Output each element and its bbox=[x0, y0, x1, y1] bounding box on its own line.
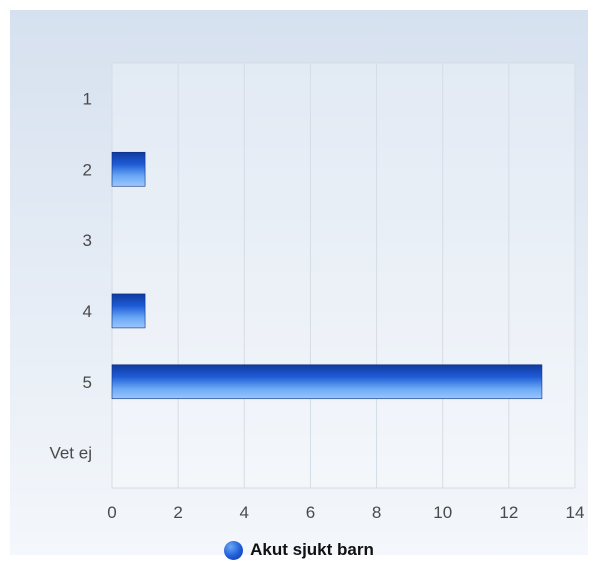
y-tick-label: Vet ej bbox=[49, 444, 92, 463]
y-tick-label: 1 bbox=[83, 89, 92, 108]
bar bbox=[112, 294, 145, 328]
x-tick-label: 14 bbox=[566, 503, 585, 522]
x-tick-label: 6 bbox=[306, 503, 315, 522]
y-tick-label: 4 bbox=[83, 302, 92, 321]
legend-label: Akut sjukt barn bbox=[250, 540, 374, 560]
x-tick-label: 2 bbox=[173, 503, 182, 522]
y-tick-label: 5 bbox=[83, 373, 92, 392]
y-tick-label: 2 bbox=[83, 160, 92, 179]
bar bbox=[112, 152, 145, 186]
x-tick-label: 8 bbox=[372, 503, 381, 522]
x-tick-label: 0 bbox=[107, 503, 116, 522]
chart: 0 2 4 6 8 10 12 14 1 2 3 4 5 Vet ej Akut sjukt barn bbox=[10, 10, 588, 555]
x-tick-label: 12 bbox=[499, 503, 518, 522]
plot-area bbox=[112, 63, 575, 488]
x-tick-label: 4 bbox=[240, 503, 249, 522]
y-tick-label: 3 bbox=[83, 231, 92, 250]
x-tick-label: 10 bbox=[433, 503, 452, 522]
legend-swatch-icon bbox=[224, 541, 243, 560]
legend: Akut sjukt barn bbox=[10, 540, 588, 565]
bar bbox=[112, 365, 542, 399]
